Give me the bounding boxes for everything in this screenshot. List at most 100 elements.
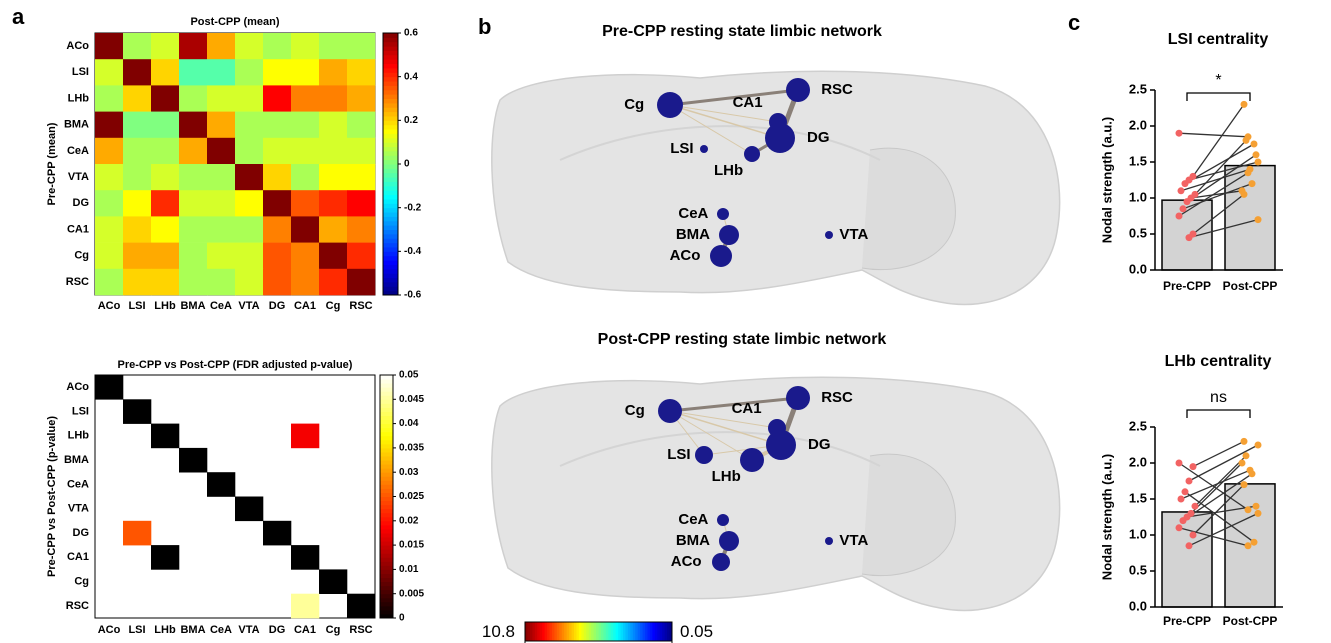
colorbar-segment — [383, 142, 398, 148]
data-point — [1244, 169, 1252, 177]
heatmap-cell — [179, 137, 208, 165]
colorbar-segment — [654, 622, 658, 641]
colorbar-segment — [380, 581, 393, 587]
heatmap-cell — [207, 59, 236, 86]
heatmap-cell — [347, 190, 376, 217]
colorbar-tick-label: 0.025 — [399, 491, 424, 502]
heatmap-cell — [235, 33, 264, 60]
colorbar-segment — [657, 622, 661, 641]
colorbar-segment — [380, 565, 393, 570]
data-point — [1242, 136, 1250, 144]
row-label: VTA — [68, 503, 89, 515]
network-edge — [669, 410, 782, 446]
colorbar-segment — [380, 443, 393, 449]
colorbar-segment — [383, 229, 398, 235]
heatmap-cell — [207, 33, 236, 60]
colorbar-segment — [588, 622, 592, 641]
colorbar-segment — [623, 622, 626, 641]
heatmap-cell — [319, 85, 348, 112]
colorbar-segment — [649, 622, 653, 641]
node-label: LSI — [667, 446, 690, 463]
colorbar-tick-label: -0.4 — [404, 246, 422, 257]
data-point — [1179, 517, 1187, 525]
colorbar-segment — [383, 33, 398, 38]
heatmap-cell — [319, 164, 348, 191]
colorbar-segment — [380, 492, 393, 497]
colorbar-segment — [534, 622, 538, 641]
pair-line — [1182, 473, 1253, 522]
network-node — [744, 146, 760, 162]
colorbar-segment — [383, 85, 398, 91]
colorbar-segment — [380, 403, 393, 408]
pair-line — [1184, 143, 1255, 185]
colorbar-segment — [610, 622, 614, 641]
network-node — [740, 448, 764, 472]
colorbar-segment — [383, 107, 398, 113]
column-label: BMA — [180, 624, 205, 636]
colorbar-segment — [527, 622, 531, 641]
data-point — [1254, 509, 1262, 517]
row-label: LSI — [72, 66, 89, 78]
heatmap-cell — [123, 268, 152, 296]
data-point — [1242, 452, 1250, 460]
chart-title: LHb centrality — [1165, 353, 1272, 370]
colorbar-segment — [625, 622, 629, 641]
colorbar-segment — [529, 622, 533, 641]
panel-label: a — [12, 4, 25, 29]
colorbar-segment — [383, 98, 398, 104]
heatmap-cell — [179, 111, 208, 139]
colorbar-segment — [380, 447, 393, 453]
colorbar-segment — [551, 622, 555, 641]
colorbar-segment — [383, 54, 398, 60]
heatmap-cell — [95, 375, 124, 400]
colorbar-segment — [383, 190, 398, 196]
network-edge — [669, 410, 778, 429]
y-axis-label: Nodal strength (a.u.) — [1099, 454, 1114, 580]
y-tick-label: 2.5 — [1129, 81, 1147, 96]
heatmap-cell — [235, 268, 264, 296]
colorbar-segment — [559, 622, 563, 641]
colorbar-segment — [542, 622, 546, 641]
colorbar-segment — [383, 168, 398, 174]
heatmap-cell — [123, 242, 152, 270]
pair-line — [1188, 512, 1259, 547]
significance-label: ns — [1210, 389, 1227, 406]
network-node — [786, 78, 810, 102]
colorbar-segment — [383, 286, 398, 292]
colorbar-segment — [380, 387, 393, 392]
network-node — [657, 92, 683, 118]
heatmap-cell — [291, 85, 320, 112]
column-label: CeA — [210, 300, 232, 312]
pair-line — [1178, 172, 1249, 217]
colorbar-segment — [539, 622, 543, 641]
column-label: CeA — [210, 624, 232, 636]
y-axis-label: Pre-CPP vs Post-CPP (p-value) — [46, 416, 58, 577]
heatmap-cell — [123, 190, 152, 217]
heatmap-cell — [291, 268, 320, 296]
data-point — [1175, 212, 1183, 220]
network-node — [825, 537, 833, 545]
colorbar-segment — [632, 622, 636, 641]
heatmap-cell — [235, 111, 264, 139]
heatmap-cell — [179, 268, 208, 296]
heatmap-cell — [291, 111, 320, 139]
network-node — [719, 225, 739, 245]
colorbar-segment — [383, 273, 398, 279]
heatmap-cell — [235, 216, 264, 243]
colorbar-segment — [383, 133, 398, 139]
colorbar-segment — [380, 439, 393, 445]
heatmap-cell — [347, 59, 376, 86]
row-label: BMA — [64, 454, 89, 466]
node-label: BMA — [676, 226, 710, 243]
colorbar-segment — [627, 622, 631, 641]
heatmap-cell — [123, 216, 152, 243]
colorbar-segment — [593, 622, 597, 641]
y-tick-label: 1.0 — [1129, 189, 1147, 204]
heatmap-cell — [291, 190, 320, 217]
colorbar-segment — [578, 622, 582, 641]
column-label: LSI — [128, 624, 145, 636]
colorbar-tick-label: 0.035 — [399, 443, 424, 454]
heatmap-cell — [207, 472, 236, 497]
colorbar-segment — [383, 216, 398, 222]
data-point — [1254, 441, 1262, 449]
